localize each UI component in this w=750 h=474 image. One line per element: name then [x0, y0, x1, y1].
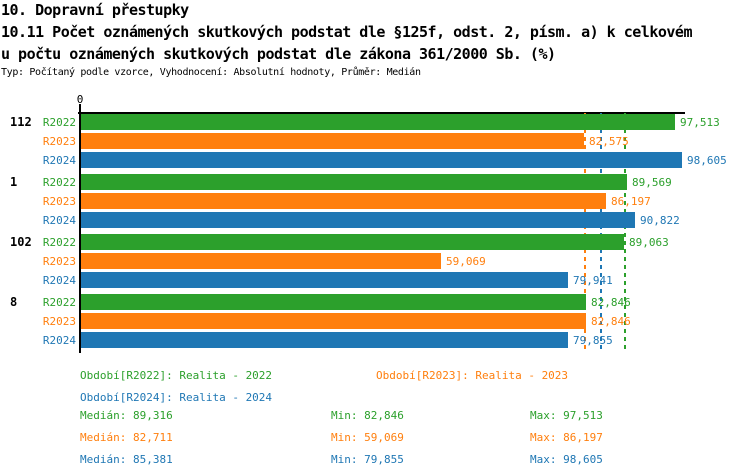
- bar-value-label: 86,197: [611, 195, 651, 208]
- median-line-r2022: [624, 113, 626, 353]
- legend-item-r2023: Období[R2023]: Realita - 2023: [376, 369, 569, 382]
- median-line-r2023: [584, 113, 586, 353]
- stat-min-r2023: Min: 59,069: [331, 431, 404, 444]
- chart-title-line-2: u počtu oznámených skutkových podstat dl…: [1, 45, 556, 63]
- bar-r2024: [81, 272, 568, 288]
- chart-meta-info: Typ: Počítaný podle vzorce, Vyhodnocení:…: [1, 67, 421, 78]
- bar-r2022: [81, 114, 675, 130]
- bar-value-label: 82,846: [591, 296, 631, 309]
- bar-value-label: 89,063: [629, 236, 669, 249]
- bar-r2024: [81, 332, 568, 348]
- row-year-label-r2024: R2024: [42, 214, 76, 227]
- row-year-label-r2024: R2024: [42, 154, 76, 167]
- legend-item-r2022: Období[R2022]: Realita - 2022: [80, 369, 273, 382]
- bar-value-label: 89,569: [632, 176, 672, 189]
- stat-max-r2023: Max: 86,197: [530, 431, 603, 444]
- bar-r2022: [81, 174, 627, 190]
- x-axis-zero-tick-label: 0: [76, 93, 84, 106]
- bar-r2023: [81, 133, 584, 149]
- row-year-label-r2023: R2023: [42, 255, 76, 268]
- stat-median-r2022: Medián: 89,316: [80, 409, 173, 422]
- y-axis-line: [79, 112, 81, 353]
- bar-value-label: 82,846: [591, 315, 631, 328]
- row-year-label-r2023: R2023: [42, 135, 76, 148]
- stat-max-r2022: Max: 97,513: [530, 409, 603, 422]
- x-axis-line: [78, 112, 685, 114]
- stat-median-r2023: Medián: 82,711: [80, 431, 173, 444]
- bar-r2024: [81, 212, 635, 228]
- bar-r2022: [81, 294, 586, 310]
- bar-value-label: 79,941: [573, 274, 613, 287]
- bar-value-label: 79,855: [573, 334, 613, 347]
- chart-title-line-1: 10.11 Počet oznámených skutkových podsta…: [1, 23, 693, 41]
- row-year-label-r2022: R2022: [42, 296, 76, 309]
- bar-r2023: [81, 193, 606, 209]
- x-axis-zero-tick-mark: [79, 104, 81, 112]
- stat-median-r2024: Medián: 85,381: [80, 453, 173, 466]
- bar-r2024: [81, 152, 682, 168]
- bar-value-label: 59,069: [446, 255, 486, 268]
- row-year-label-r2024: R2024: [42, 274, 76, 287]
- group-label: 1: [10, 175, 18, 189]
- report-section-title: 10. Dopravní přestupky: [1, 1, 189, 19]
- group-label: 102: [10, 235, 32, 249]
- bar-value-label: 82,575: [589, 135, 629, 148]
- bar-value-label: 90,822: [640, 214, 680, 227]
- row-year-label-r2023: R2023: [42, 195, 76, 208]
- row-year-label-r2022: R2022: [42, 116, 76, 129]
- row-year-label-r2022: R2022: [42, 236, 76, 249]
- row-year-label-r2024: R2024: [42, 334, 76, 347]
- legend-item-r2024: Období[R2024]: Realita - 2024: [80, 391, 273, 404]
- median-line-r2024: [600, 113, 602, 353]
- group-label: 112: [10, 115, 32, 129]
- stat-min-r2024: Min: 79,855: [331, 453, 404, 466]
- bar-value-label: 97,513: [680, 116, 720, 129]
- row-year-label-r2022: R2022: [42, 176, 76, 189]
- bar-r2023: [81, 253, 441, 269]
- stat-min-r2022: Min: 82,846: [331, 409, 404, 422]
- bar-r2022: [81, 234, 624, 250]
- row-year-label-r2023: R2023: [42, 315, 76, 328]
- group-label: 8: [10, 295, 18, 309]
- stat-max-r2024: Max: 98,605: [530, 453, 603, 466]
- bar-r2023: [81, 313, 586, 329]
- bar-value-label: 98,605: [687, 154, 727, 167]
